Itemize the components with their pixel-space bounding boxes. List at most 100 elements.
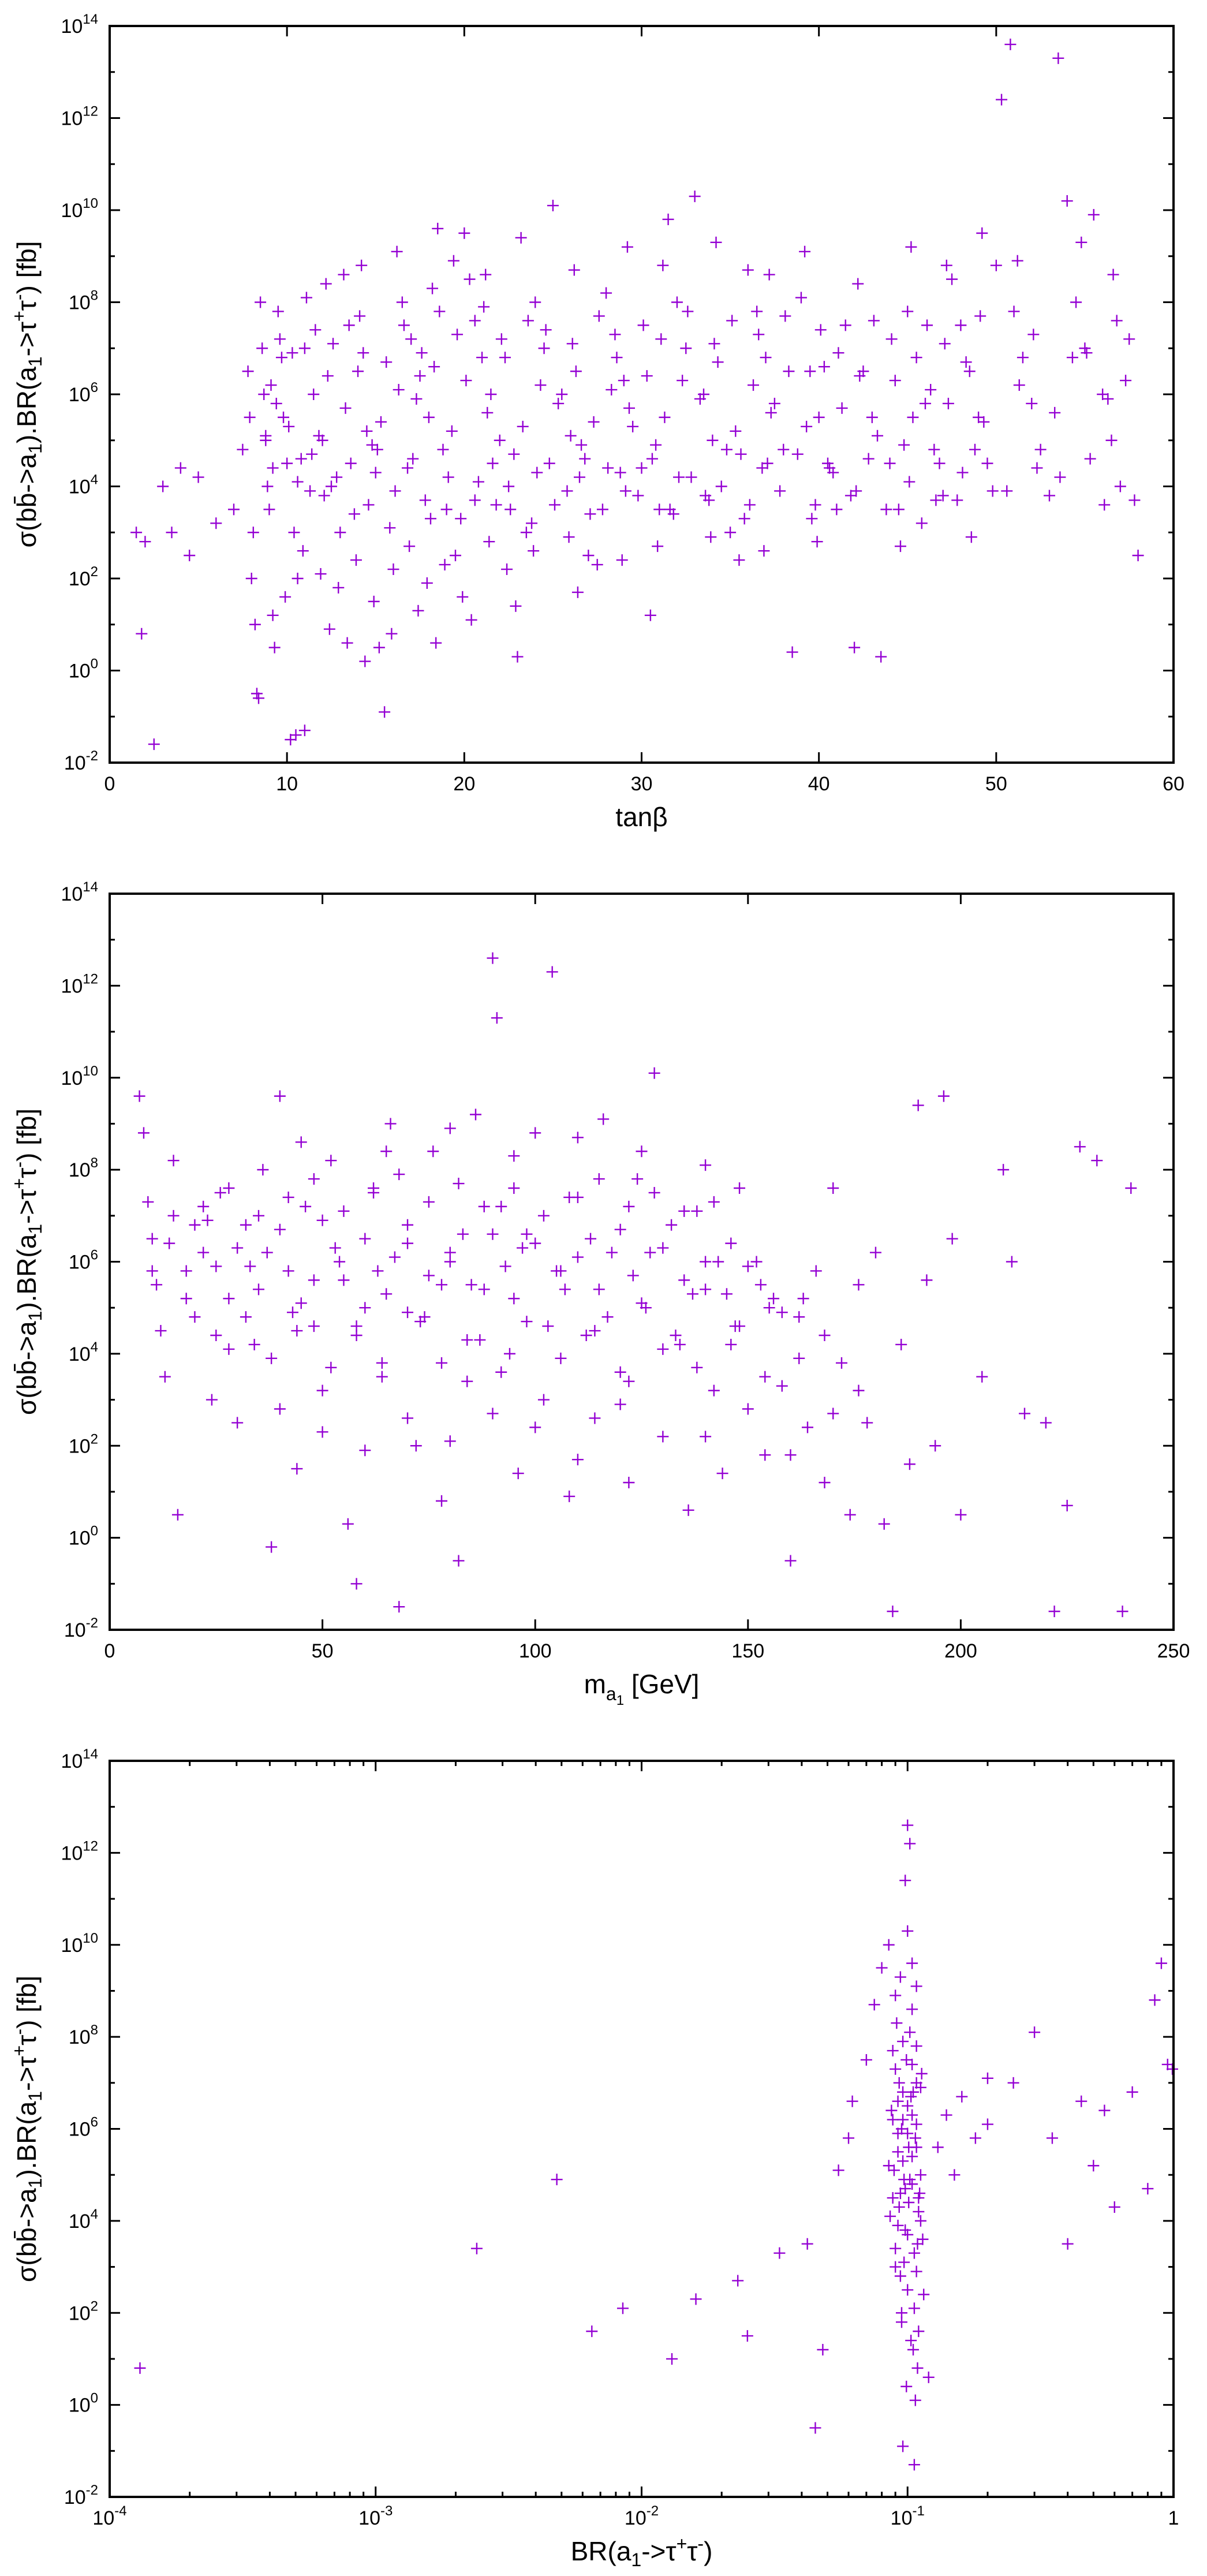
data-point (743, 499, 756, 511)
data-point (1123, 333, 1135, 345)
data-point (511, 651, 524, 663)
data-point (621, 241, 633, 253)
data-point (249, 618, 261, 630)
data-point (407, 453, 419, 465)
data-point (969, 443, 981, 456)
data-point (763, 268, 775, 281)
data-point (1142, 2183, 1154, 2195)
data-point (403, 540, 416, 552)
data-point (485, 389, 497, 400)
data-point (716, 1468, 728, 1480)
data-point (902, 1925, 914, 1937)
data-point (279, 591, 292, 603)
data-point (465, 1279, 477, 1291)
y-tick-label: 1012 (61, 971, 98, 997)
data-point (439, 559, 451, 571)
data-point (884, 457, 896, 469)
data-point (742, 264, 754, 276)
data-point (894, 2187, 906, 2200)
data-point (529, 1421, 541, 1433)
data-point (210, 1330, 222, 1341)
data-point (779, 310, 791, 322)
data-point (907, 411, 919, 423)
data-point (627, 420, 639, 432)
data-point (1105, 434, 1118, 446)
y-tick-label: 106 (69, 2115, 98, 2141)
data-point (286, 1306, 298, 1319)
data-point (423, 1270, 435, 1282)
y-tick-label: 106 (69, 380, 98, 406)
data-point (1102, 393, 1114, 405)
data-point (691, 1361, 703, 1373)
data-point (434, 305, 446, 318)
data-point (579, 453, 591, 465)
data-point (652, 540, 664, 552)
data-point (320, 278, 332, 290)
data-point (666, 1219, 678, 1231)
data-point (508, 1182, 520, 1194)
data-point (657, 1242, 669, 1254)
data-point (424, 513, 436, 525)
data-point (291, 1325, 303, 1337)
data-point (298, 342, 311, 354)
data-point (455, 513, 467, 525)
data-point (619, 485, 631, 497)
data-point (768, 397, 780, 409)
data-point (839, 319, 851, 331)
scatter-points (130, 38, 1144, 751)
data-point (1098, 2104, 1111, 2116)
data-point (396, 296, 408, 308)
data-point (1120, 375, 1132, 387)
data-point (308, 1173, 320, 1185)
x-tick-label: 1 (1168, 2507, 1179, 2529)
data-point (869, 1246, 881, 1259)
data-point (469, 1108, 481, 1121)
data-point (372, 1265, 384, 1277)
data-point (223, 1293, 235, 1305)
data-point (921, 1274, 933, 1286)
data-point (386, 628, 398, 640)
data-point (146, 1233, 158, 1245)
y-axis-label: σ(bb̄->a1).BR(a1->τ+τ-) [fb] (9, 241, 46, 547)
data-point (552, 397, 565, 409)
data-point (571, 1132, 584, 1144)
data-point (580, 1330, 592, 1341)
data-point (588, 416, 600, 428)
data-point (180, 1265, 192, 1277)
scatter-panel-2: 10-2 100 102 104 106 108 1010 1012 1014 0 50 100 150… (9, 879, 1190, 1708)
data-point (515, 232, 527, 244)
data-point (300, 292, 312, 304)
data-point (427, 1145, 439, 1158)
data-point (831, 503, 843, 516)
data-point (758, 545, 770, 557)
data-point (197, 1200, 210, 1212)
data-point (316, 1426, 328, 1438)
data-point (352, 365, 364, 378)
data-point (1043, 490, 1055, 502)
data-point (266, 1352, 278, 1364)
data-point (201, 1214, 214, 1226)
data-point (1108, 2201, 1120, 2213)
data-point (538, 342, 550, 354)
y-tick-label: 1012 (61, 1838, 98, 1864)
data-point (444, 1122, 456, 1134)
data-point (852, 278, 864, 290)
data-point (906, 2151, 918, 2163)
data-point (910, 352, 922, 364)
data-point (446, 425, 458, 437)
data-point (930, 494, 942, 506)
data-point (494, 434, 506, 446)
data-point (268, 641, 281, 654)
data-point (297, 545, 309, 557)
data-point (1166, 2063, 1178, 2075)
data-point (528, 545, 540, 557)
data-point (295, 1297, 307, 1309)
data-point (359, 1302, 371, 1314)
data-point (495, 333, 507, 345)
data-point (148, 738, 160, 751)
data-point (566, 338, 578, 350)
data-point (306, 448, 318, 460)
data-point (290, 729, 302, 741)
data-point (570, 365, 582, 378)
data-point (451, 328, 464, 341)
